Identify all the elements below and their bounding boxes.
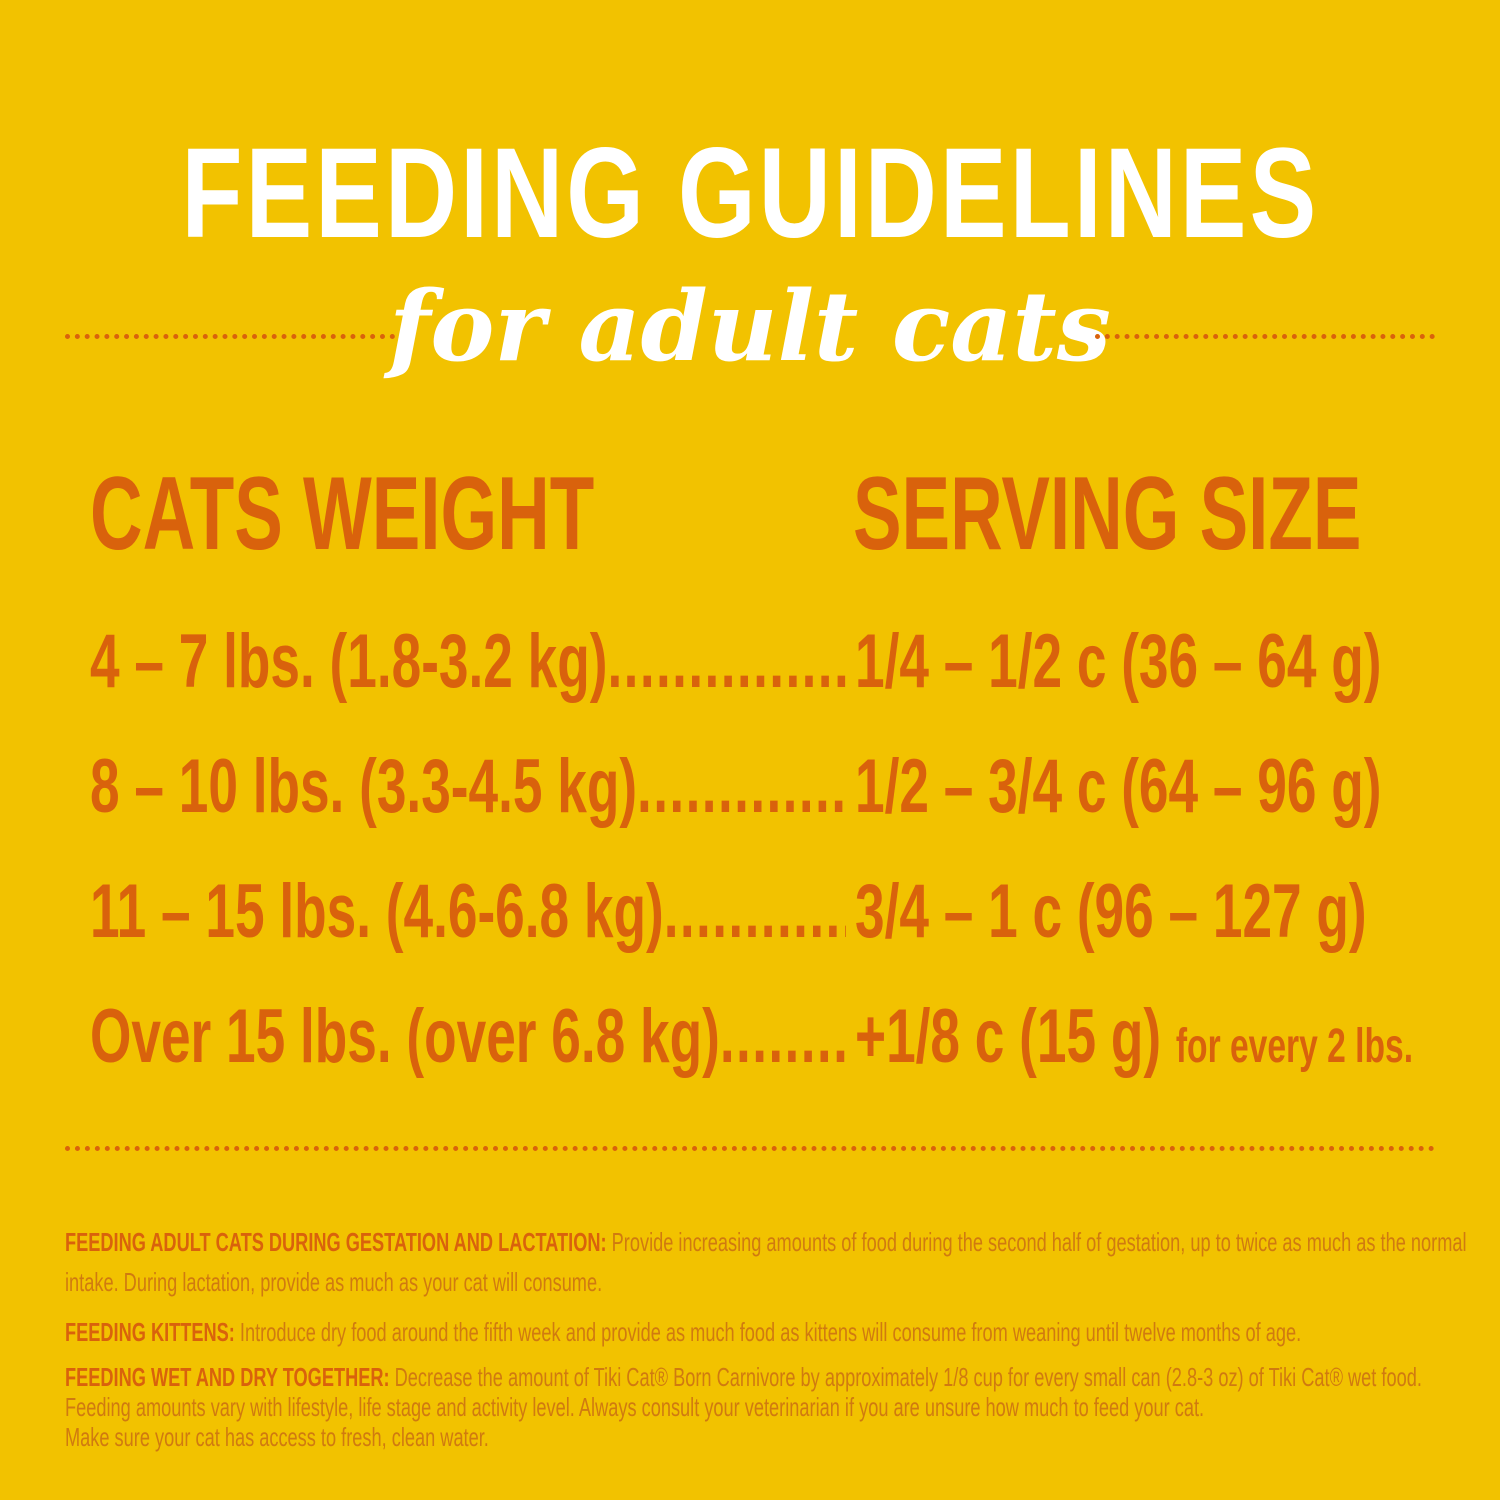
table-row-serving: 1/4 – 1/2 c (36 – 64 g): [855, 619, 1382, 704]
table-row-weight: 8 – 10 lbs. (3.3-4.5 kg): [90, 743, 846, 830]
divider: [65, 1146, 1435, 1151]
table-row-serving: 3/4 – 1 c (96 – 127 g): [855, 869, 1367, 954]
note-kittens: FEEDING KITTENS: Introduce dry food arou…: [65, 1317, 1302, 1347]
table-row-weight: 4 – 7 lbs. (1.8-3.2 kg): [90, 618, 846, 705]
divider: [1095, 334, 1435, 339]
header-cats-weight: CATS WEIGHT: [90, 456, 595, 572]
table-row-serving: 1/2 – 3/4 c (64 – 96 g): [855, 744, 1382, 829]
table-row-serving: +1/8 c (15 g) for every 2 lbs.: [855, 994, 1414, 1079]
divider: [65, 334, 405, 339]
note-gestation: FEEDING ADULT CATS DURING GESTATION AND …: [65, 1227, 1467, 1297]
leader-dots: [664, 868, 846, 955]
header-serving-size: SERVING SIZE: [853, 456, 1362, 572]
leader-dots: [637, 743, 846, 830]
page-title: FEEDING GUIDELINES: [181, 122, 1319, 265]
table-row-weight: 11 – 15 lbs. (4.6-6.8 kg): [90, 868, 846, 955]
serving-extra: for every 2 lbs.: [1175, 1020, 1414, 1073]
footnotes: FEEDING ADULT CATS DURING GESTATION AND …: [65, 1222, 1467, 1474]
leader-dots: [720, 993, 846, 1080]
page-subtitle: for adult cats: [389, 270, 1111, 383]
note-wet-dry: FEEDING WET AND DRY TOGETHER: Decrease t…: [65, 1362, 1422, 1452]
table-row-weight: Over 15 lbs. (over 6.8 kg): [90, 993, 846, 1080]
leader-dots: [607, 618, 846, 705]
